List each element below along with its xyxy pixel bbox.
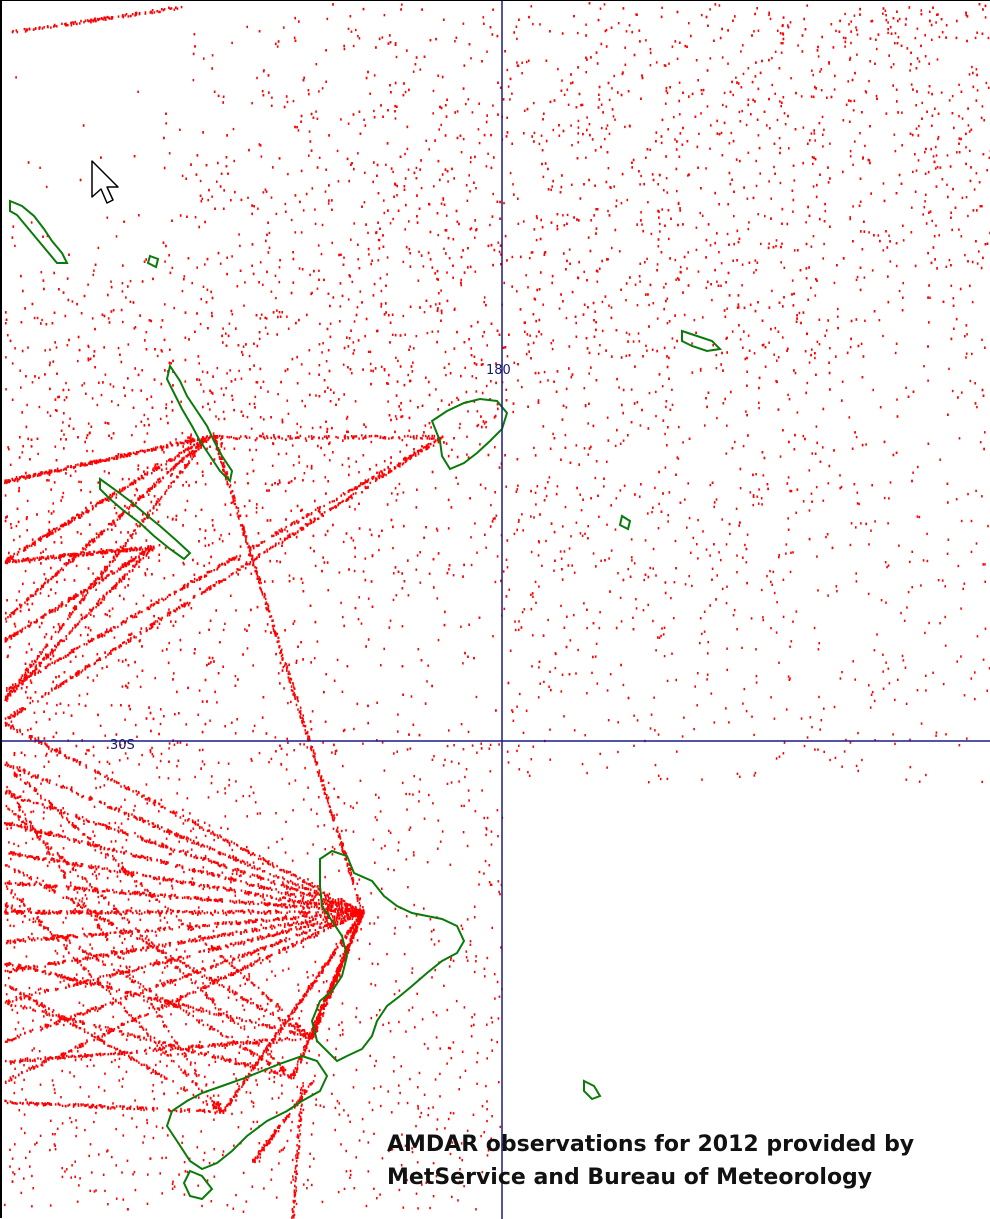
mouse-pointer-icon [92,161,118,203]
meridian-label: 180 [486,363,511,378]
caption-line-1: AMDAR observations for 2012 provided by [387,1128,914,1161]
small-island-coastline [148,256,158,267]
solomon-islands-coastline [10,201,67,263]
small-island-coastline [584,1081,600,1099]
amdar-observations-layer [4,2,990,1219]
fiji-coastline [432,399,507,469]
small-island-coastline [620,516,630,529]
caption-line-2: MetService and Bureau of Meteorology [387,1161,914,1194]
map-caption: AMDAR observations for 2012 provided by … [387,1128,914,1194]
parallel-label: 30S [110,738,135,753]
new-zealand-south-island-coastline [167,1056,327,1169]
samoa-coastline [682,331,720,351]
